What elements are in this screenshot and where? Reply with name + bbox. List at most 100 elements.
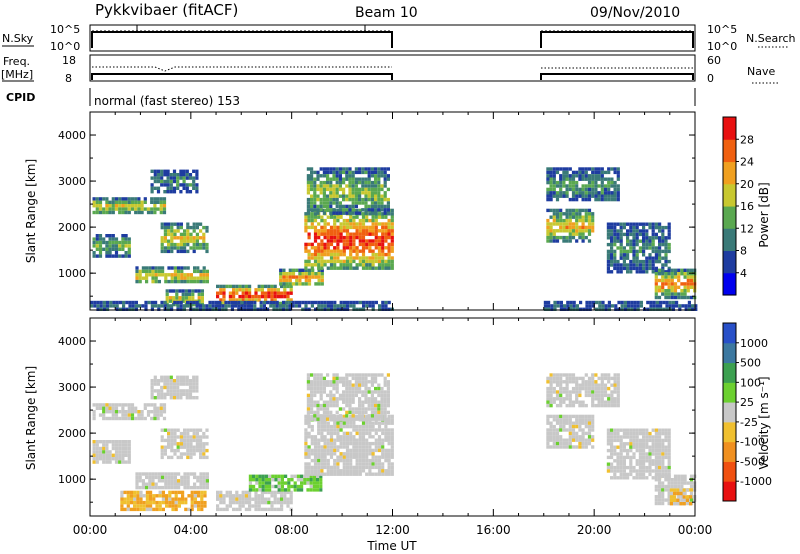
echo-cell xyxy=(170,435,174,439)
echo-cell xyxy=(184,292,188,297)
echo-cell xyxy=(283,291,287,295)
echo-cell xyxy=(93,304,97,308)
echo-cell xyxy=(310,187,314,192)
echo-cell xyxy=(591,300,595,305)
echo-cell xyxy=(374,448,378,453)
echo-cell xyxy=(192,438,196,443)
echo-cell xyxy=(355,208,359,213)
x-tick-label: 00:00 xyxy=(73,523,108,537)
echo-cell xyxy=(349,263,353,267)
echo-cell xyxy=(374,194,378,198)
echo-cell xyxy=(335,191,339,195)
echo-cell xyxy=(319,180,323,185)
echo-cell xyxy=(282,275,286,279)
echo-cell xyxy=(622,445,626,449)
echo-cell xyxy=(555,170,560,175)
colorbar-segment xyxy=(723,461,736,482)
echo-cell xyxy=(667,229,671,233)
echo-cell xyxy=(584,225,588,230)
echo-cell xyxy=(358,428,362,432)
echo-cell xyxy=(235,497,239,501)
echo-cell xyxy=(151,485,155,490)
echo-cell xyxy=(591,414,595,419)
echo-cell xyxy=(383,211,387,215)
echo-cell xyxy=(176,179,180,184)
echo-cell xyxy=(575,191,579,195)
echo-cell xyxy=(336,215,340,219)
echo-cell xyxy=(336,239,340,243)
echo-cell xyxy=(287,488,291,492)
echo-cell xyxy=(367,174,371,178)
echo-cell xyxy=(304,445,308,449)
echo-cell xyxy=(329,414,333,418)
echo-cell xyxy=(591,212,595,216)
echo-cell xyxy=(352,469,356,473)
echo-cell xyxy=(597,174,601,178)
echo-cell xyxy=(568,187,572,192)
echo-cell xyxy=(390,256,394,260)
echo-cell xyxy=(280,500,284,505)
echo-cell xyxy=(386,403,390,408)
echo-cell xyxy=(603,170,608,175)
echo-cell xyxy=(581,441,585,446)
echo-cell xyxy=(137,410,141,414)
echo-cell xyxy=(172,385,177,390)
echo-cell xyxy=(323,307,327,311)
echo-cell xyxy=(626,266,630,271)
echo-cell xyxy=(335,410,339,415)
echo-cell xyxy=(610,242,614,247)
echo-cell xyxy=(581,187,585,192)
echo-cell xyxy=(339,472,343,476)
echo-cell xyxy=(390,445,394,449)
echo-cell xyxy=(377,438,382,442)
echo-cell xyxy=(333,215,337,219)
echo-cell xyxy=(606,229,610,233)
echo-cell xyxy=(571,414,576,419)
echo-cell xyxy=(145,276,149,280)
echo-cell xyxy=(657,272,662,276)
echo-cell xyxy=(370,191,374,195)
echo-cell xyxy=(155,494,159,498)
echo-cell xyxy=(160,242,164,247)
echo-cell xyxy=(313,376,317,381)
echo-cell xyxy=(181,500,185,505)
echo-cell xyxy=(105,460,109,464)
echo-cell xyxy=(361,428,366,432)
echo-cell xyxy=(622,256,626,260)
echo-cell xyxy=(205,442,209,446)
echo-cell xyxy=(161,269,165,274)
echo-cell xyxy=(301,300,305,305)
echo-cell xyxy=(202,485,206,490)
echo-cell xyxy=(581,428,585,432)
echo-cell xyxy=(651,236,655,240)
echo-cell xyxy=(316,390,320,394)
echo-cell xyxy=(358,441,362,446)
echo-cell xyxy=(559,174,563,178)
echo-cell xyxy=(387,252,391,257)
echo-cell xyxy=(150,403,154,407)
echo-cell xyxy=(362,304,366,308)
echo-cell xyxy=(346,307,350,311)
echo-cell xyxy=(181,497,185,501)
echo-cell xyxy=(648,435,652,439)
echo-cell xyxy=(228,490,232,495)
echo-cell xyxy=(108,204,112,208)
echo-cell xyxy=(322,170,326,175)
echo-cell xyxy=(309,481,313,485)
echo-cell xyxy=(562,418,566,422)
echo-cell xyxy=(284,488,288,492)
echo-cell xyxy=(664,431,668,436)
echo-cell xyxy=(654,501,658,506)
echo-cell xyxy=(336,448,340,453)
echo-cell xyxy=(616,167,620,171)
echo-cell xyxy=(381,469,385,473)
echo-cell xyxy=(304,249,308,253)
echo-cell xyxy=(661,484,665,489)
echo-cell xyxy=(118,307,122,311)
echo-cell xyxy=(575,180,579,185)
echo-cell xyxy=(619,462,623,466)
echo-cell xyxy=(173,448,177,453)
echo-cell xyxy=(689,268,694,272)
echo-cell xyxy=(288,275,292,279)
echo-cell xyxy=(361,177,365,181)
